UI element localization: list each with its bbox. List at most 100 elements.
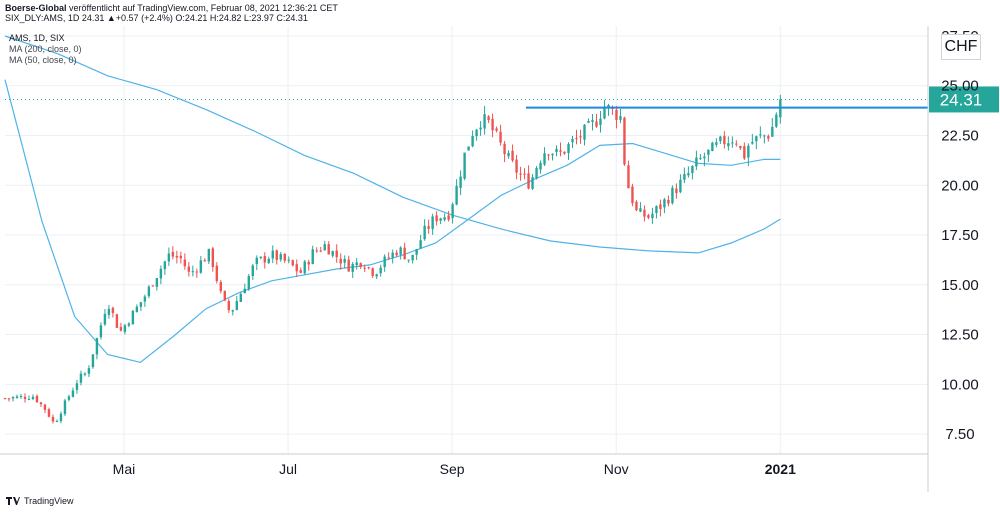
candle: [575, 129, 578, 145]
candle: [11, 396, 15, 402]
candle-body: [539, 162, 542, 170]
candle-body: [55, 420, 59, 422]
candle-body: [415, 249, 418, 255]
candle: [151, 285, 155, 287]
candle-body: [647, 215, 650, 218]
candle: [627, 160, 630, 189]
candle: [503, 141, 506, 163]
candle: [699, 154, 702, 161]
candle: [287, 256, 290, 264]
candle: [279, 251, 282, 262]
ma200-path: [4, 35, 781, 254]
candle-body: [199, 260, 203, 273]
candle-body: [699, 157, 702, 159]
candle: [99, 322, 103, 340]
candle: [91, 354, 95, 369]
candle-body: [71, 390, 75, 397]
candle: [607, 103, 610, 116]
candle-body: [591, 120, 594, 122]
candle-body: [95, 338, 99, 355]
candle: [499, 124, 502, 146]
candle-body: [83, 373, 87, 375]
candle-body: [423, 225, 426, 240]
candle-body: [719, 136, 722, 142]
candle-body: [595, 121, 598, 127]
candle-body: [243, 288, 246, 294]
x-tick-label: Jul: [279, 461, 297, 477]
candle-body: [11, 397, 15, 399]
candle-body: [439, 218, 442, 221]
candle: [675, 183, 678, 199]
candle-body: [251, 265, 254, 277]
candle-body: [731, 142, 734, 144]
candle-body: [427, 226, 430, 229]
legend-ma50[interactable]: MA (50, close, 0): [9, 55, 77, 65]
candle-body: [107, 308, 111, 315]
candle-body: [311, 249, 314, 265]
candle-body: [571, 139, 574, 143]
grid: [5, 26, 928, 454]
candle-body: [479, 127, 482, 130]
legend-symbol[interactable]: AMS, 1D, SIX: [9, 33, 65, 43]
candle: [267, 256, 270, 264]
candle-body: [131, 310, 135, 325]
candle: [439, 217, 442, 225]
candle-body: [407, 259, 410, 261]
candle: [651, 207, 654, 224]
candle-body: [59, 413, 63, 422]
candle: [655, 205, 658, 219]
candle-body: [163, 261, 167, 270]
legend-ma200[interactable]: MA (200, close, 0): [9, 44, 82, 54]
candle-body: [771, 126, 774, 137]
x-tick-label: 2021: [765, 461, 796, 477]
candle: [159, 265, 163, 285]
currency-button[interactable]: CHF: [941, 34, 981, 60]
candle-body: [355, 262, 358, 266]
candle: [155, 277, 159, 291]
candle-body: [555, 148, 558, 152]
candle: [731, 136, 734, 148]
candle: [687, 166, 690, 178]
candle: [35, 394, 39, 403]
candle: [771, 118, 774, 137]
candle: [347, 255, 350, 272]
candle: [715, 138, 718, 148]
ma50-path: [4, 79, 781, 364]
candle: [623, 116, 626, 166]
candle: [635, 200, 638, 212]
y-tick-label: 15.00: [941, 277, 979, 294]
candle: [315, 247, 318, 253]
candle-body: [567, 143, 570, 154]
candle: [759, 126, 762, 139]
candle-body: [723, 136, 726, 145]
candle: [411, 254, 414, 264]
candle: [431, 213, 434, 235]
candle: [207, 248, 211, 264]
candle: [259, 256, 262, 260]
candle-body: [187, 266, 191, 272]
candle: [543, 147, 546, 167]
candle: [719, 135, 722, 144]
candle: [183, 253, 187, 270]
candle-body: [523, 173, 526, 175]
candle: [483, 105, 486, 135]
candle: [703, 152, 706, 167]
candle: [219, 279, 223, 294]
candle: [691, 165, 694, 180]
candle-body: [175, 255, 179, 258]
candle: [419, 234, 422, 249]
candle: [115, 313, 119, 329]
candle: [43, 404, 47, 414]
candle: [587, 118, 590, 124]
candle-body: [695, 157, 698, 167]
candles: [3, 94, 782, 424]
candle: [339, 253, 342, 270]
candle-body: [691, 166, 694, 174]
candle: [767, 134, 770, 142]
candle-body: [655, 206, 658, 213]
candle: [567, 142, 570, 160]
price-chart[interactable]: 24.31 27.5025.0022.5020.0017.5015.0012.5…: [0, 26, 1000, 492]
candle-body: [755, 136, 758, 142]
candle-body: [583, 124, 586, 140]
candle-body: [35, 395, 39, 403]
